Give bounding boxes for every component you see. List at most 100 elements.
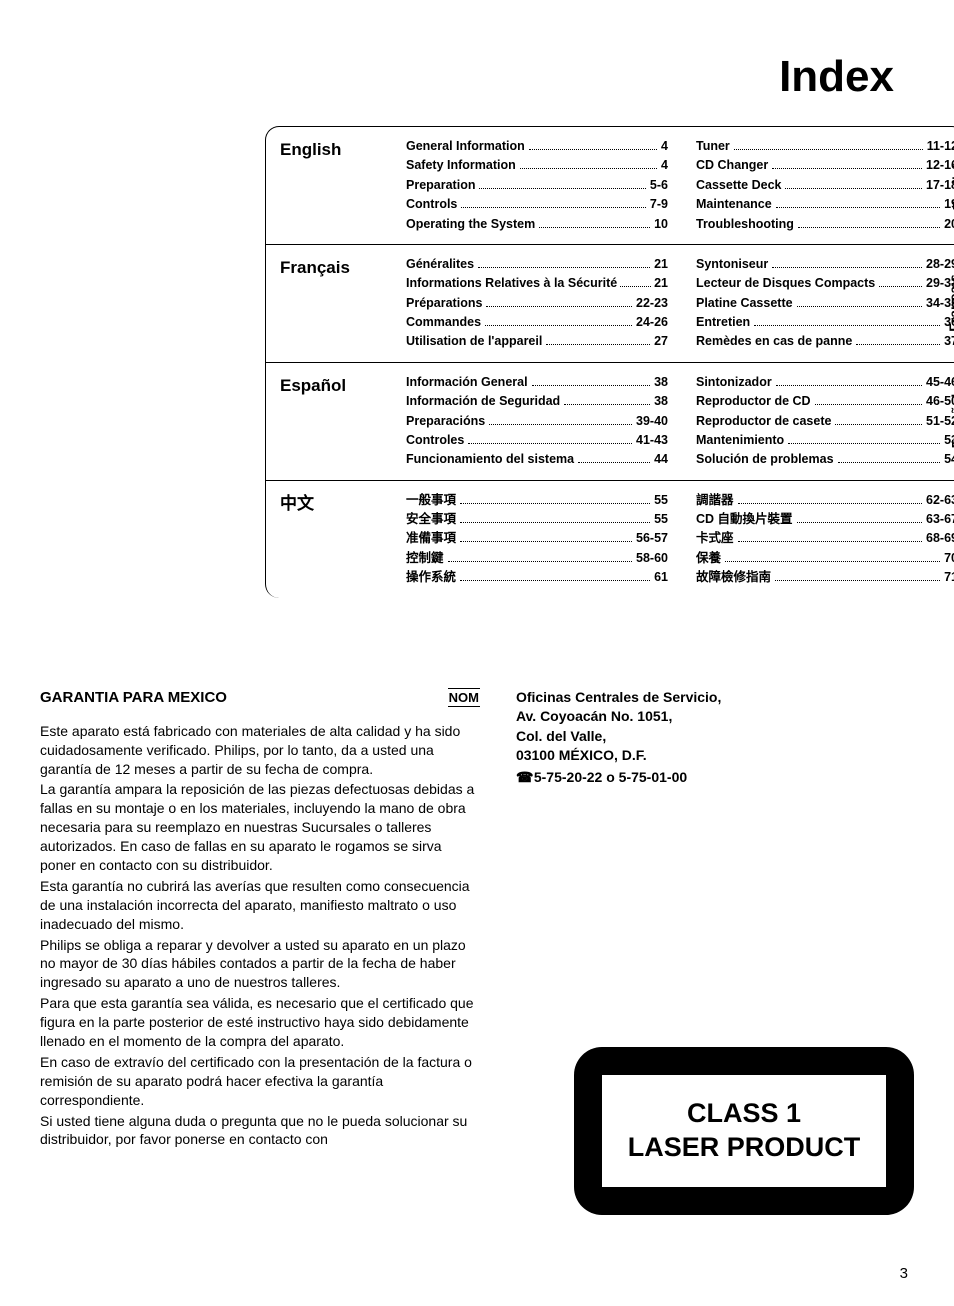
warranty-paragraph: La garantía ampara la reposición de las …	[40, 780, 480, 874]
entry-label: Platine Cassette	[696, 294, 793, 313]
leader-dots	[486, 306, 632, 307]
entry-page: 70	[944, 549, 954, 568]
leader-dots	[835, 424, 922, 425]
entry-label: Controls	[406, 195, 457, 214]
nom-badge: NOM	[448, 688, 480, 708]
index-entry: 控制鍵58-60	[406, 549, 668, 568]
index-entry: 保養70	[696, 549, 954, 568]
index-entry: Tuner11-12	[696, 137, 954, 156]
entry-label: Safety Information	[406, 156, 516, 175]
leader-dots	[485, 325, 632, 326]
index-entry: 一般事項 55	[406, 491, 668, 510]
entry-page: 68-69	[926, 529, 954, 548]
side-tab: Español	[946, 394, 954, 448]
index-entry: Solución de problemas54	[696, 450, 954, 469]
entry-page: 41-43	[636, 431, 668, 450]
entry-label: Solución de problemas	[696, 450, 834, 469]
language-row: 中文一般事項55安全事項55准備事項56-57控制鍵58-60操作系統61調諧器…	[266, 481, 954, 598]
entry-label: Lecteur de Disques Compacts	[696, 274, 875, 293]
leader-dots	[725, 561, 940, 562]
entry-label: Tuner	[696, 137, 730, 156]
entry-label: Controles	[406, 431, 464, 450]
entry-page: 55	[654, 491, 668, 510]
entry-page: 5-6	[650, 176, 668, 195]
entry-label: Información de Seguridad	[406, 392, 560, 411]
entry-page: 10	[654, 215, 668, 234]
entry-label: CD Changer	[696, 156, 768, 175]
entry-page: 21	[654, 255, 668, 274]
entry-label: Remèdes en cas de panne	[696, 332, 852, 351]
index-entry: Remèdes en cas de panne37	[696, 332, 954, 351]
index-entry: General Information4	[406, 137, 668, 156]
index-entry: Troubleshooting20	[696, 215, 954, 234]
leader-dots	[772, 267, 922, 268]
index-entry: 安全事項55	[406, 510, 668, 529]
entry-label: CD 自動換片裝置	[696, 510, 793, 529]
leader-dots	[754, 325, 940, 326]
phone-line: ☎ 5-75-20-22 o 5-75-01-00	[516, 768, 914, 788]
index-entry: Sintonizador45-46	[696, 373, 954, 392]
entry-label: Información General	[406, 373, 528, 392]
index-entry: CD 自動換片裝置 63-67	[696, 510, 954, 529]
entry-label: Mantenimiento	[696, 431, 784, 450]
leader-dots	[797, 306, 922, 307]
entry-label: Sintonizador	[696, 373, 772, 392]
index-entry: Controles 41-43	[406, 431, 668, 450]
entry-label: 一般事項	[406, 491, 456, 510]
index-entry: Información General38	[406, 373, 668, 392]
leader-dots	[620, 286, 651, 287]
entry-page: 28-29	[926, 255, 954, 274]
entry-page: 63-67	[926, 510, 954, 529]
leader-dots	[460, 503, 650, 504]
index-entry: Reproductor de casete51-52	[696, 412, 954, 431]
entry-label: Troubleshooting	[696, 215, 794, 234]
index-entry: Platine Cassette34-35	[696, 294, 954, 313]
warranty-paragraph: Philips se obliga a reparar y devolver a…	[40, 936, 480, 993]
address-column: Oficinas Centrales de Servicio,Av. Coyoa…	[516, 688, 914, 1215]
index-entry: Lecteur de Disques Compacts29-33	[696, 274, 954, 293]
entry-label: 控制鍵	[406, 549, 444, 568]
entry-page: 71	[944, 568, 954, 587]
leader-dots	[546, 344, 650, 345]
phone-icon: ☎	[516, 768, 530, 788]
index-entry: 調諧器62-63	[696, 491, 954, 510]
entry-page: 56-57	[636, 529, 668, 548]
leader-dots	[738, 541, 923, 542]
index-entry: Preparation5-6	[406, 176, 668, 195]
leader-dots	[776, 207, 940, 208]
leader-dots	[460, 541, 632, 542]
entry-label: Operating the System	[406, 215, 535, 234]
index-table: EnglishGeneral Information4Safety Inform…	[265, 126, 954, 598]
index-entry: 故障檢修指南71	[696, 568, 954, 587]
entry-label: General Information	[406, 137, 525, 156]
leader-dots	[772, 168, 922, 169]
entry-label: 操作系統	[406, 568, 456, 587]
leader-dots	[856, 344, 940, 345]
index-entry: Préparations22-23	[406, 294, 668, 313]
language-row: Español Información General38Información …	[266, 363, 954, 481]
leader-dots	[564, 404, 650, 405]
warranty-paragraph: En caso de extravío del certificado con …	[40, 1053, 480, 1110]
address-line: 03100 MÉXICO, D.F.	[516, 746, 914, 766]
entry-label: 准備事項	[406, 529, 456, 548]
entry-label: 安全事項	[406, 510, 456, 529]
index-entry: 卡式座68-69	[696, 529, 954, 548]
warranty-heading: GARANTIA PARA MEXICO	[40, 688, 227, 708]
index-entry: Información de Seguridad38	[406, 392, 668, 411]
laser-badge: CLASS 1 LASER PRODUCT	[574, 1047, 914, 1215]
entry-label: Reproductor de casete	[696, 412, 831, 431]
leader-dots	[879, 286, 922, 287]
entry-page: 24-26	[636, 313, 668, 332]
index-entry: Controls 7-9	[406, 195, 668, 214]
language-row: EnglishGeneral Information4Safety Inform…	[266, 127, 954, 245]
language-row: FrançaisGénéralites21Informations Relati…	[266, 245, 954, 363]
warranty-paragraph: Esta garantía no cubrirá las averías que…	[40, 877, 480, 934]
entry-page: 7-9	[650, 195, 668, 214]
entry-label: Entretien	[696, 313, 750, 332]
entry-page: 39-40	[636, 412, 668, 431]
leader-dots	[539, 227, 650, 228]
index-entry: Généralites21	[406, 255, 668, 274]
leader-dots	[734, 149, 923, 150]
leader-dots	[776, 385, 922, 386]
side-tab: Français	[944, 275, 954, 333]
